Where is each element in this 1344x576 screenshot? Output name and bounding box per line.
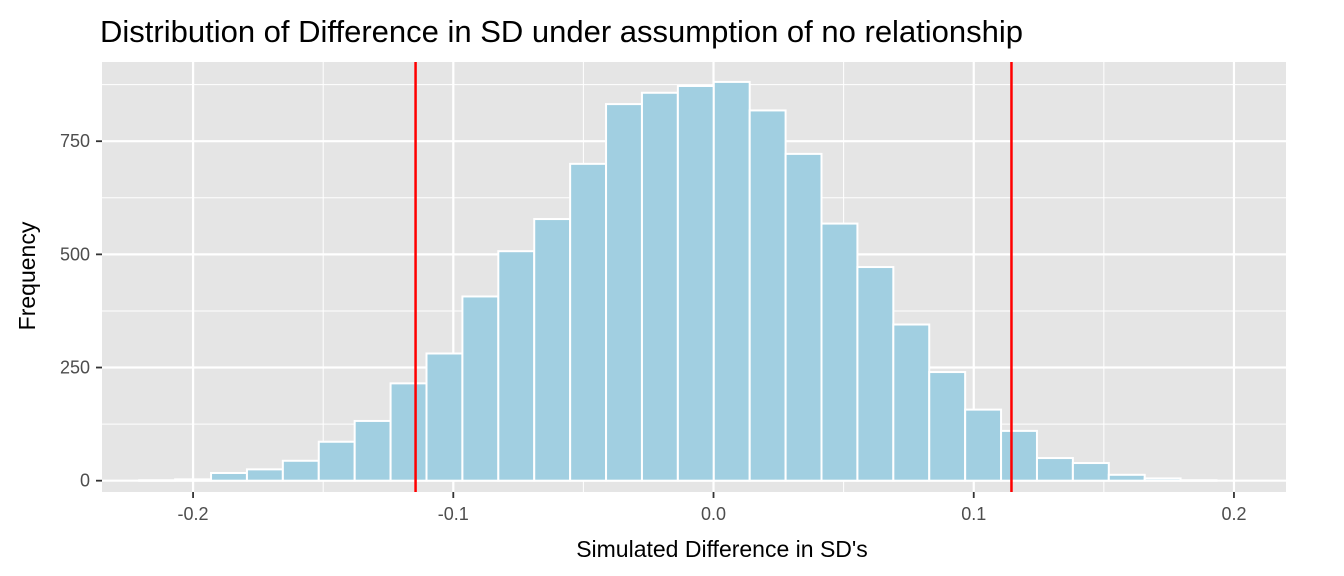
histogram-bar xyxy=(245,468,284,482)
histogram-bar xyxy=(569,162,608,482)
histogram-bar xyxy=(856,266,895,482)
histogram-bar xyxy=(1071,462,1110,482)
histogram-bar xyxy=(892,323,931,482)
histogram-bar xyxy=(425,352,464,482)
histogram-bars xyxy=(138,80,1218,482)
histogram-bar xyxy=(1000,429,1038,482)
histogram-bar xyxy=(820,222,859,482)
chart-title: Distribution of Difference in SD under a… xyxy=(100,14,1023,49)
histogram-bar xyxy=(1107,473,1146,482)
axis-ticks: -0.2 -0.1 0.0 0.1 0.2 0 250 500 750 xyxy=(60,131,1247,524)
histogram-bar xyxy=(210,471,248,482)
histogram-bar xyxy=(1035,457,1074,482)
y-tick-label: 0 xyxy=(80,471,90,491)
histogram-bar xyxy=(533,218,572,482)
histogram-bar xyxy=(964,408,1003,482)
y-tick-label: 250 xyxy=(60,358,90,378)
x-tick-label: -0.1 xyxy=(438,504,469,524)
histogram-bar xyxy=(497,250,536,482)
histogram-bar xyxy=(712,80,751,482)
histogram-bar xyxy=(1179,479,1218,482)
histogram-bar xyxy=(353,419,392,482)
x-tick-label: -0.2 xyxy=(178,504,209,524)
histogram-bar xyxy=(389,382,428,482)
histogram-bar xyxy=(174,478,213,482)
y-axis-title: Frequency xyxy=(14,221,40,330)
histogram-bar xyxy=(676,84,715,482)
reference-lines xyxy=(414,62,1013,492)
y-tick-label: 500 xyxy=(60,244,90,264)
histogram-bar xyxy=(748,109,787,482)
histogram-bar xyxy=(281,459,320,482)
histogram-bar xyxy=(461,295,500,482)
x-tick-label: 0.1 xyxy=(961,504,986,524)
histogram-bar xyxy=(1143,477,1182,482)
histogram-bar xyxy=(317,440,356,482)
histogram-bar xyxy=(605,103,643,482)
histogram-bar xyxy=(784,152,823,482)
x-tick-label: 0.0 xyxy=(701,504,726,524)
x-tick-label: 0.2 xyxy=(1221,504,1246,524)
histogram-bar xyxy=(640,91,679,482)
x-axis-title: Simulated Difference in SD's xyxy=(576,536,868,562)
histogram-bar xyxy=(928,371,967,482)
y-tick-label: 750 xyxy=(60,131,90,151)
histogram-bar xyxy=(138,479,177,482)
